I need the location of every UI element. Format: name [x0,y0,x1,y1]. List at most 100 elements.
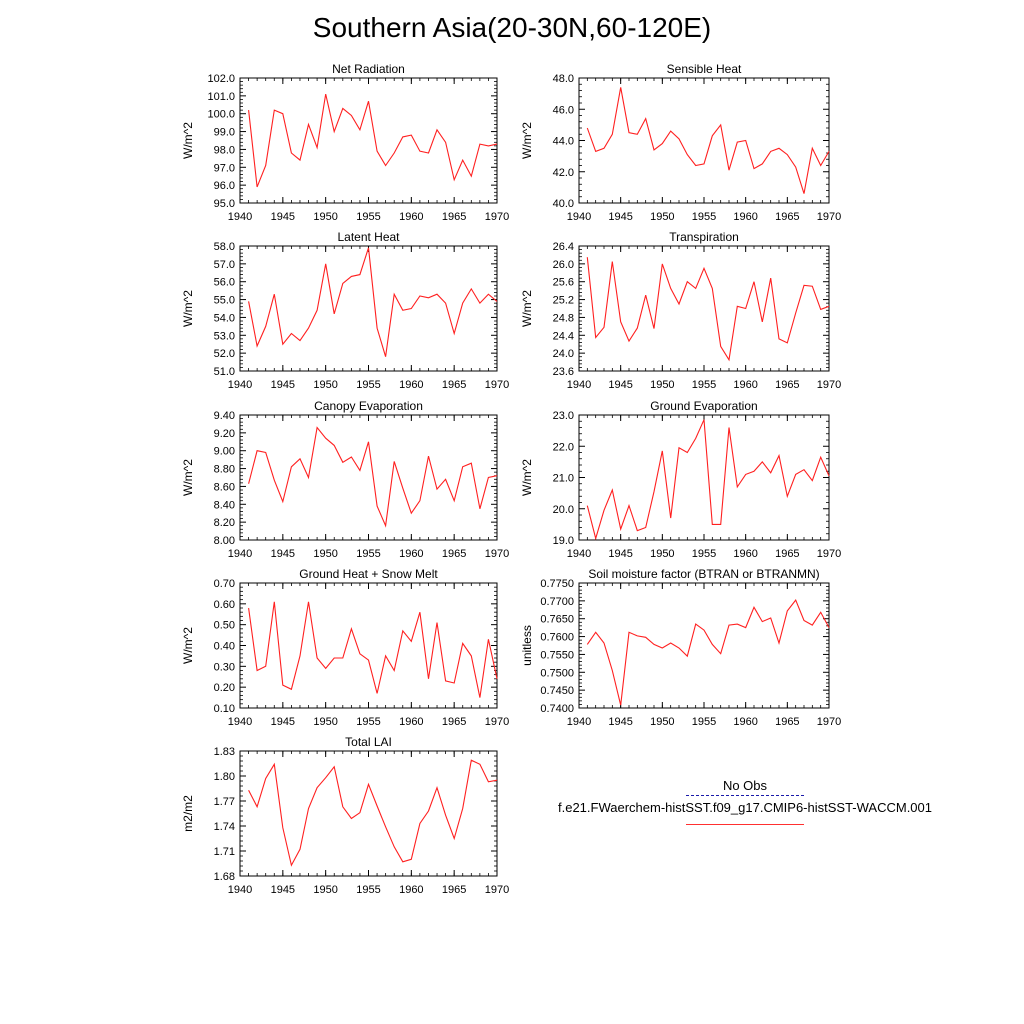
x-tick-label: 1940 [567,211,591,223]
y-tick-label: 57.0 [214,259,235,271]
y-tick-label: 22.0 [553,441,574,453]
panel-ground-heat-snow-melt: Ground Heat + Snow Melt W/m^2 1940 1945 1950… [181,567,509,728]
y-tick-label: 8.40 [214,499,235,511]
y-tick-label: 0.7550 [540,649,574,661]
y-axis-label: unitless [520,625,534,666]
figure-title: Southern Asia(20-30N,60-120E) [312,12,712,43]
y-axis-label: W/m^2 [520,290,534,327]
y-tick-label: 54.0 [214,312,235,324]
plot-frame [239,245,498,372]
x-tick-label: 1950 [650,716,674,728]
y-tick-label: 9.00 [214,446,235,458]
x-tick-label: 1950 [313,716,337,728]
x-tick-label: 1955 [692,548,716,560]
x-tick-label: 1955 [356,211,380,223]
x-tick-label: 1945 [271,548,295,560]
x-tick-label: 1970 [485,379,509,391]
series-line-0 [248,93,498,188]
plot-frame [239,750,498,877]
x-tick-label: 1955 [692,716,716,728]
y-tick-label: 8.80 [214,464,235,476]
panel-title: Canopy Evaporation [314,399,423,413]
y-tick-label: 44.0 [553,136,574,148]
y-tick-label: 0.7600 [540,632,574,644]
x-tick-label: 1965 [775,211,799,223]
panel-transpiration: Transpiration W/m^2 1940 1945 1950 1955 1960 19… [520,230,841,391]
x-tick-label: 1940 [567,716,591,728]
y-tick-label: 46.0 [553,104,574,116]
x-tick-label: 1965 [442,884,466,896]
y-tick-label: 25.6 [553,277,574,289]
y-tick-label: 24.4 [553,330,574,342]
y-tick-label: 25.2 [553,295,574,307]
series-line-0 [248,247,498,357]
x-tick-label: 1945 [271,716,295,728]
y-tick-label: 1.83 [214,746,235,758]
plot-frame [239,77,498,204]
x-tick-label: 1960 [399,379,423,391]
y-tick-label: 20.0 [553,504,574,516]
x-tick-label: 1960 [733,211,757,223]
panel-title: Sensible Heat [667,62,742,76]
x-tick-label: 1965 [775,379,799,391]
x-tick-label: 1945 [271,379,295,391]
x-tick-label: 1960 [399,716,423,728]
x-tick-label: 1940 [228,548,252,560]
x-tick-label: 1945 [608,548,632,560]
panel-title: Net Radiation [332,62,405,76]
y-axis-label: W/m^2 [181,627,195,664]
x-tick-label: 1960 [399,211,423,223]
x-tick-label: 1965 [442,716,466,728]
x-tick-label: 1960 [733,548,757,560]
x-tick-label: 1950 [313,379,337,391]
y-axis-label: W/m^2 [181,122,195,159]
y-tick-label: 0.7400 [540,703,574,715]
x-tick-label: 1940 [228,884,252,896]
y-tick-label: 9.40 [214,410,235,422]
y-tick-label: 1.77 [214,796,235,808]
x-tick-label: 1945 [271,211,295,223]
x-tick-label: 1955 [356,548,380,560]
panel-net-radiation: Net Radiation W/m^2 1940 1945 1950 1955 1960 19… [181,62,509,223]
x-tick-label: 1970 [817,548,841,560]
x-tick-label: 1960 [399,884,423,896]
y-tick-label: 24.0 [553,348,574,360]
y-tick-label: 0.30 [214,661,235,673]
panel-total-lai: Total LAI m2/m2 1940 1945 1950 1955 1960 1965 19… [181,735,509,896]
y-tick-label: 99.0 [214,127,235,139]
y-tick-label: 0.70 [214,578,235,590]
y-tick-label: 1.74 [214,821,235,833]
panel-title: Latent Heat [337,230,400,244]
x-tick-label: 1950 [650,548,674,560]
y-tick-label: 8.20 [214,517,235,529]
x-tick-label: 1940 [228,716,252,728]
x-tick-label: 1955 [356,884,380,896]
y-axis-label: W/m^2 [181,459,195,496]
x-tick-label: 1970 [817,716,841,728]
x-tick-label: 1970 [485,211,509,223]
x-tick-label: 1945 [271,884,295,896]
series-line-0 [586,87,830,194]
y-tick-label: 97.0 [214,162,235,174]
x-tick-label: 1965 [442,379,466,391]
panel-ground-evaporation: Ground Evaporation W/m^2 1940 1945 1950 1955 1… [520,399,841,560]
y-tick-label: 95.0 [214,198,235,210]
legend: No Obs f.e21.FWaerchem-histSST.f09_g17.C… [530,778,960,825]
series-line-0 [248,426,498,528]
x-tick-label: 1945 [608,211,632,223]
legend-label-no-obs: No Obs [722,778,768,793]
legend-entry-no-obs: No Obs [530,778,960,796]
y-tick-label: 58.0 [214,241,235,253]
y-tick-label: 0.60 [214,599,235,611]
y-tick-label: 53.0 [214,330,235,342]
legend-entry-model: f.e21.FWaerchem-histSST.f09_g17.CMIP6-hi… [530,800,960,825]
x-tick-label: 1965 [775,548,799,560]
y-tick-label: 96.0 [214,180,235,192]
x-tick-label: 1950 [313,548,337,560]
y-axis-label: m2/m2 [181,795,195,832]
panel-title: Soil moisture factor (BTRAN or BTRANMN) [588,567,819,581]
x-tick-label: 1945 [608,379,632,391]
panel-soil-moisture-factor-btran-or-btranmn: Soil moisture factor (BTRAN or BTRANMN) u… [520,567,841,728]
y-tick-label: 23.6 [553,366,574,378]
